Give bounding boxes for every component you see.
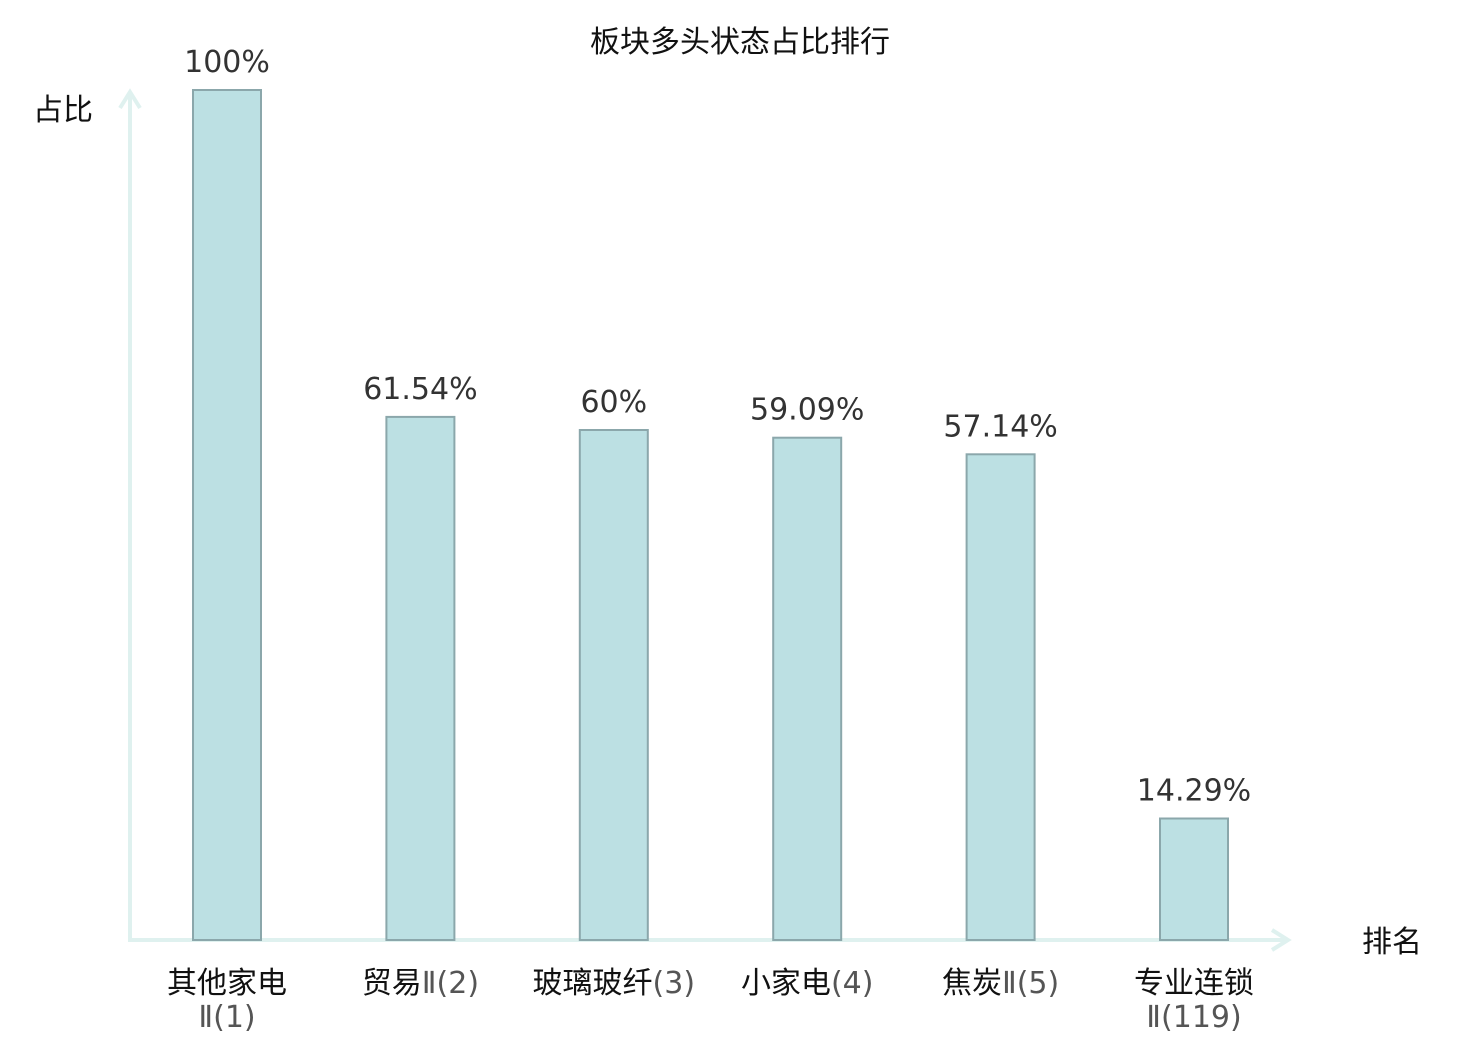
- bar-3: [578, 429, 649, 941]
- bars-group: [192, 89, 1229, 941]
- category-name: 小家电: [741, 966, 831, 1001]
- bar-4: [772, 436, 843, 941]
- category-name: 其他家电: [167, 966, 287, 1001]
- category-name: 玻璃玻纤: [533, 966, 653, 1001]
- category-name: 焦炭: [942, 966, 1002, 1001]
- y-axis-arrow: [118, 88, 142, 110]
- value-label-1: 100%: [184, 45, 270, 80]
- category-rank: (3): [653, 966, 696, 1001]
- bar-5: [965, 453, 1036, 941]
- x-axis-arrow: [1270, 928, 1292, 952]
- x-axis: 排名: [128, 925, 1422, 960]
- category-rank: Ⅱ(5): [1002, 966, 1059, 1001]
- category-labels-group: 其他家电 Ⅱ(1)贸易Ⅱ(2) 玻璃玻纤(3) 小家电(4) 焦炭Ⅱ(5) 专业连锁 Ⅱ(1…: [167, 966, 1254, 1035]
- category-name: 贸易: [362, 966, 422, 1001]
- category-name: 专业连锁: [1134, 966, 1254, 1001]
- value-label-5: 57.14%: [943, 409, 1057, 444]
- category-label-3: 玻璃玻纤(3): [533, 966, 696, 1001]
- value-labels-group: 100% 61.54% 60% 59.09% 57.14% 14.29%: [184, 45, 1251, 809]
- value-label-2: 61.54%: [363, 372, 477, 407]
- category-rank: (4): [831, 966, 874, 1001]
- category-rank: Ⅱ(119): [1146, 1000, 1241, 1035]
- value-label-6: 14.29%: [1137, 774, 1251, 809]
- category-label-2: 贸易Ⅱ(2): [362, 966, 479, 1001]
- category-label-1: 其他家电 Ⅱ(1): [167, 966, 287, 1035]
- x-axis-label: 排名: [1362, 925, 1422, 960]
- bar-1: [192, 89, 262, 941]
- bar-2: [385, 415, 456, 941]
- category-label-4: 小家电(4): [741, 966, 874, 1001]
- bar-6: [1159, 817, 1229, 941]
- y-axis-label: 占比: [33, 93, 93, 128]
- chart-title: 板块多头状态占比排行: [590, 25, 890, 60]
- category-rank: Ⅱ(2): [422, 966, 479, 1001]
- value-label-3: 60%: [580, 385, 647, 420]
- category-label-5: 焦炭Ⅱ(5): [942, 966, 1059, 1001]
- category-label-6: 专业连锁 Ⅱ(119): [1134, 966, 1254, 1035]
- category-rank: Ⅱ(1): [198, 1000, 255, 1035]
- y-axis: 占比: [33, 88, 142, 940]
- value-label-4: 59.09%: [750, 393, 864, 428]
